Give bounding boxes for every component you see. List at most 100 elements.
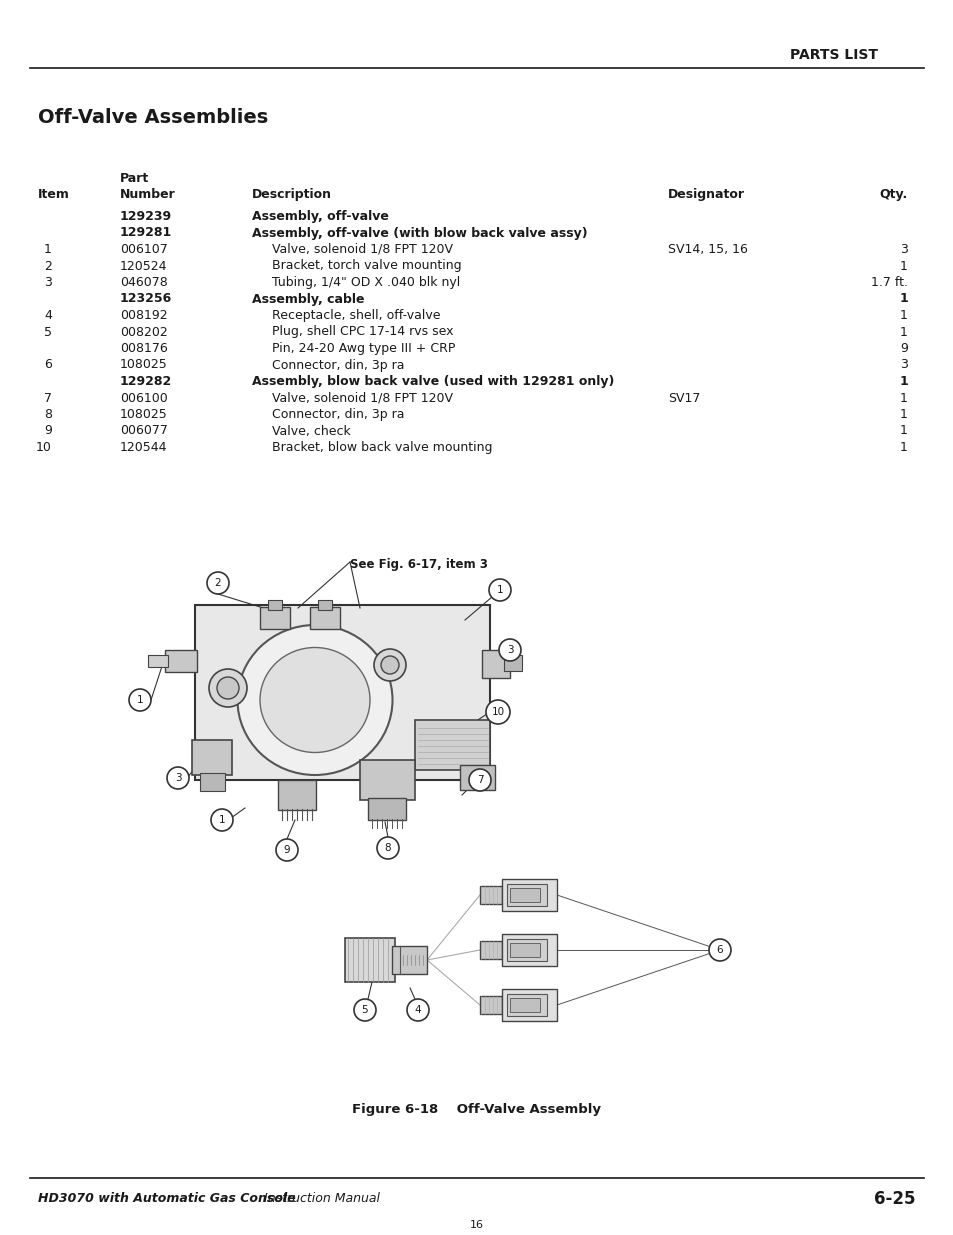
Text: 1: 1 xyxy=(497,585,503,595)
Circle shape xyxy=(708,939,730,961)
Text: Description: Description xyxy=(252,188,332,201)
Bar xyxy=(310,606,339,629)
Text: 3: 3 xyxy=(900,358,907,372)
Text: 120524: 120524 xyxy=(120,259,168,273)
Text: 4: 4 xyxy=(415,1005,421,1015)
Text: SV14, 15, 16: SV14, 15, 16 xyxy=(667,243,747,256)
Text: Designator: Designator xyxy=(667,188,744,201)
Text: 4: 4 xyxy=(44,309,52,322)
Circle shape xyxy=(485,700,510,724)
Text: Number: Number xyxy=(120,188,175,201)
Bar xyxy=(503,655,521,671)
Text: 9: 9 xyxy=(283,845,290,855)
Text: Item: Item xyxy=(38,188,70,201)
Bar xyxy=(260,606,290,629)
Bar xyxy=(501,879,557,911)
Text: Plug, shell CPC 17-14 rvs sex: Plug, shell CPC 17-14 rvs sex xyxy=(272,326,453,338)
Bar xyxy=(359,760,415,800)
Bar xyxy=(192,740,232,776)
Bar xyxy=(479,885,501,904)
Text: 1: 1 xyxy=(899,293,907,305)
Text: 1: 1 xyxy=(900,408,907,421)
Bar xyxy=(148,655,168,667)
Text: 1: 1 xyxy=(44,243,52,256)
Text: 16: 16 xyxy=(470,1220,483,1230)
Text: Assembly, off-valve (with blow back valve assy): Assembly, off-valve (with blow back valv… xyxy=(252,226,587,240)
Circle shape xyxy=(275,839,297,861)
Text: Assembly, off-valve: Assembly, off-valve xyxy=(252,210,389,224)
Text: 006100: 006100 xyxy=(120,391,168,405)
Bar xyxy=(510,998,539,1011)
Text: 6-25: 6-25 xyxy=(874,1191,915,1208)
Circle shape xyxy=(354,999,375,1021)
Text: Part: Part xyxy=(120,172,149,185)
Bar xyxy=(200,773,225,790)
Text: 006077: 006077 xyxy=(120,425,168,437)
Bar xyxy=(317,600,332,610)
Text: 120544: 120544 xyxy=(120,441,168,454)
Text: 1: 1 xyxy=(900,326,907,338)
Text: 5: 5 xyxy=(44,326,52,338)
Text: 008192: 008192 xyxy=(120,309,168,322)
Text: Tubing, 1/4" OD X .040 blk nyl: Tubing, 1/4" OD X .040 blk nyl xyxy=(272,275,459,289)
Text: 3: 3 xyxy=(506,645,513,655)
Text: 108025: 108025 xyxy=(120,358,168,372)
Text: 2: 2 xyxy=(44,259,52,273)
Bar xyxy=(165,650,196,672)
Circle shape xyxy=(207,572,229,594)
Bar xyxy=(268,600,282,610)
Text: 046078: 046078 xyxy=(120,275,168,289)
Text: 5: 5 xyxy=(361,1005,368,1015)
Bar xyxy=(194,605,490,781)
Text: 1: 1 xyxy=(900,259,907,273)
Text: 9: 9 xyxy=(900,342,907,354)
Text: Bracket, blow back valve mounting: Bracket, blow back valve mounting xyxy=(272,441,492,454)
Text: 7: 7 xyxy=(44,391,52,405)
Text: 1: 1 xyxy=(218,815,225,825)
Bar xyxy=(501,934,557,966)
Bar xyxy=(510,888,539,902)
Text: 3: 3 xyxy=(44,275,52,289)
Circle shape xyxy=(129,689,151,711)
Text: 10: 10 xyxy=(491,706,504,718)
Text: Figure 6-18    Off-Valve Assembly: Figure 6-18 Off-Valve Assembly xyxy=(352,1103,601,1116)
Text: 8: 8 xyxy=(44,408,52,421)
Text: Off-Valve Assemblies: Off-Valve Assemblies xyxy=(38,107,268,127)
Text: 006107: 006107 xyxy=(120,243,168,256)
Bar xyxy=(479,941,501,960)
Text: Pin, 24-20 Awg type III + CRP: Pin, 24-20 Awg type III + CRP xyxy=(272,342,455,354)
Bar xyxy=(479,995,501,1014)
Bar xyxy=(415,720,490,769)
Text: Instruction Manual: Instruction Manual xyxy=(255,1192,379,1205)
Text: 129239: 129239 xyxy=(120,210,172,224)
Text: 1: 1 xyxy=(900,309,907,322)
Text: 1: 1 xyxy=(900,441,907,454)
Text: 2: 2 xyxy=(214,578,221,588)
Circle shape xyxy=(469,769,491,790)
Bar xyxy=(277,781,315,810)
Circle shape xyxy=(376,837,398,860)
Text: 1.7 ft.: 1.7 ft. xyxy=(870,275,907,289)
Circle shape xyxy=(211,809,233,831)
Text: Receptacle, shell, off-valve: Receptacle, shell, off-valve xyxy=(272,309,440,322)
Text: PARTS LIST: PARTS LIST xyxy=(789,48,877,62)
Bar xyxy=(392,946,427,974)
Circle shape xyxy=(167,767,189,789)
Bar xyxy=(506,939,546,961)
Text: 3: 3 xyxy=(900,243,907,256)
Text: 008176: 008176 xyxy=(120,342,168,354)
Bar xyxy=(345,939,395,982)
Text: Assembly, blow back valve (used with 129281 only): Assembly, blow back valve (used with 129… xyxy=(252,375,614,388)
Text: Bracket, torch valve mounting: Bracket, torch valve mounting xyxy=(272,259,461,273)
Circle shape xyxy=(498,638,520,661)
Text: 1: 1 xyxy=(900,391,907,405)
Text: Connector, din, 3p ra: Connector, din, 3p ra xyxy=(272,358,404,372)
Text: SV17: SV17 xyxy=(667,391,700,405)
Bar xyxy=(506,884,546,906)
Text: 9: 9 xyxy=(44,425,52,437)
Text: 3: 3 xyxy=(174,773,181,783)
Text: Assembly, cable: Assembly, cable xyxy=(252,293,364,305)
Ellipse shape xyxy=(237,625,392,776)
Bar xyxy=(501,989,557,1021)
Text: 8: 8 xyxy=(384,844,391,853)
